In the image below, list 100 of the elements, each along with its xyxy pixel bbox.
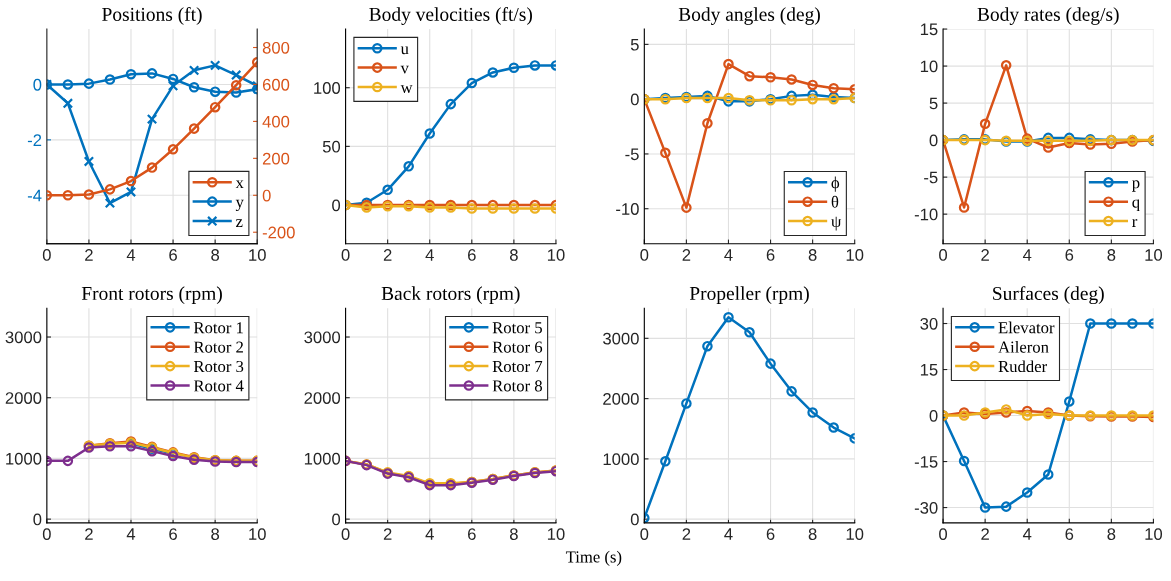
x-tick-label: 8: [509, 249, 518, 261]
y-tick-label: -4: [27, 189, 42, 202]
y-tick-label: -2: [27, 134, 42, 146]
y2-tick-label: -200: [262, 226, 295, 239]
x-tick-label: 8: [211, 528, 220, 540]
x-tick-label: 0: [939, 249, 948, 261]
x-tick-label: 4: [724, 528, 733, 540]
x-tick-label: 2: [682, 528, 691, 540]
x-tick-label: 0: [640, 528, 649, 540]
y-tick-label: 3000: [603, 332, 639, 345]
y-tick-label: -10: [616, 203, 639, 215]
legend-label: Rotor 6: [492, 341, 543, 353]
y-tick-label: 0: [332, 513, 341, 526]
x-tick-label: 6: [1065, 528, 1074, 540]
x-tick-label: 4: [724, 249, 733, 261]
y-tick-label: 0: [332, 199, 341, 212]
y-tick-label: 5: [929, 97, 938, 110]
legend-label: Rotor 4: [193, 380, 244, 392]
y-tick-label: 3000: [304, 331, 341, 344]
x-tick-label: 0: [42, 528, 51, 540]
legend-label: θ: [831, 195, 839, 208]
y2-tick-label: 400: [262, 115, 290, 128]
y-tick-label: 0: [33, 513, 42, 526]
chart-title: Front rotors (rpm): [81, 286, 222, 304]
legend-label: u: [400, 46, 409, 55]
chart-title: Body rates (deg/s): [977, 7, 1119, 25]
x-tick-label: 4: [126, 528, 136, 540]
x-tick-label: 2: [383, 249, 392, 261]
x-tick-label: 6: [169, 249, 177, 261]
legend-label: x: [235, 180, 244, 189]
x-tick-label: 4: [1022, 249, 1032, 261]
chart-title: Back rotors (rpm): [381, 286, 520, 304]
x-tick-label: 10: [846, 249, 864, 261]
legend-label: r: [1132, 219, 1138, 227]
legend-label: ϕ: [831, 176, 840, 192]
y-tick-label: 10: [920, 60, 938, 73]
y-tick-label: 1000: [304, 452, 341, 465]
y-tick-label: -15: [914, 456, 938, 468]
legend-label: w: [400, 85, 413, 93]
x-tick-label: 0: [341, 528, 350, 540]
y-tick-label: 0: [929, 409, 938, 422]
y-tick-label: 0: [929, 134, 938, 147]
y2-tick-label: 200: [262, 152, 290, 165]
y2-tick-label: 800: [262, 41, 290, 54]
x-tick-label: 10: [249, 528, 266, 540]
legend-label: z: [236, 219, 243, 227]
legend-label: Rotor 1: [193, 322, 243, 334]
y-tick-label: 2000: [5, 392, 42, 404]
x-tick-label: 10: [1145, 249, 1163, 261]
x-tick-label: 4: [126, 249, 136, 261]
x-tick-label: 2: [682, 249, 691, 261]
y-tick-label: 0: [33, 78, 42, 91]
x-tick-label: 8: [1107, 528, 1116, 540]
x-tick-label: 8: [808, 249, 817, 261]
y-tick-label: 50: [322, 140, 341, 153]
y-tick-label: 3000: [5, 331, 42, 344]
x-tick-label: 4: [1022, 528, 1032, 540]
legend-label: Rotor 2: [193, 341, 243, 353]
x-tick-label: 0: [939, 528, 948, 540]
x-tick-label: 2: [383, 528, 392, 540]
legend-label: p: [1132, 180, 1140, 192]
y-tick-label: 5: [630, 38, 639, 51]
y-tick-label: -30: [914, 501, 938, 514]
y-tick-label: 100: [314, 82, 341, 94]
legend-label: Elevator: [998, 321, 1055, 334]
y2-tick-label: 0: [262, 189, 271, 202]
x-tick-label: 2: [981, 249, 989, 261]
x-tick-label: 0: [42, 249, 51, 261]
x-tick-label: 10: [846, 528, 864, 540]
chart-title: Propeller (rpm): [689, 286, 809, 304]
x-axis-title: Time (s): [565, 550, 622, 566]
x-tick-label: 6: [1065, 249, 1074, 261]
y-tick-label: 15: [920, 364, 938, 376]
x-tick-label: 8: [1107, 249, 1116, 261]
legend-label: Rudder: [998, 360, 1047, 373]
x-tick-label: 0: [341, 249, 350, 261]
y2-tick-label: 600: [262, 78, 290, 91]
y-tick-label: 15: [920, 23, 938, 36]
x-tick-label: 10: [249, 249, 266, 261]
y-tick-label: 1000: [603, 453, 639, 466]
legend-label: Aileron: [998, 341, 1049, 353]
x-tick-label: 4: [425, 249, 434, 261]
y-tick-label: 30: [920, 317, 938, 330]
legend-label: Rotor 5: [492, 322, 542, 334]
legend-label: y: [235, 199, 244, 212]
y-tick-label: -5: [625, 148, 639, 161]
y-tick-label: 0: [630, 513, 639, 526]
y-tick-label: 2000: [304, 392, 341, 404]
x-tick-label: 8: [509, 528, 518, 540]
x-tick-label: 10: [1145, 528, 1163, 540]
chart-title: Surfaces (deg): [993, 286, 1104, 305]
x-tick-label: 6: [169, 528, 177, 540]
y-tick-label: -5: [924, 171, 938, 184]
legend-label: Rotor 7: [492, 361, 543, 373]
x-tick-label: 8: [211, 249, 220, 261]
x-tick-label: 2: [981, 528, 989, 540]
chart-title: Body angles (deg): [678, 7, 820, 25]
legend-label: q: [1132, 199, 1140, 212]
y-tick-label: 0: [630, 93, 639, 106]
y-tick-label: 1000: [6, 452, 42, 465]
